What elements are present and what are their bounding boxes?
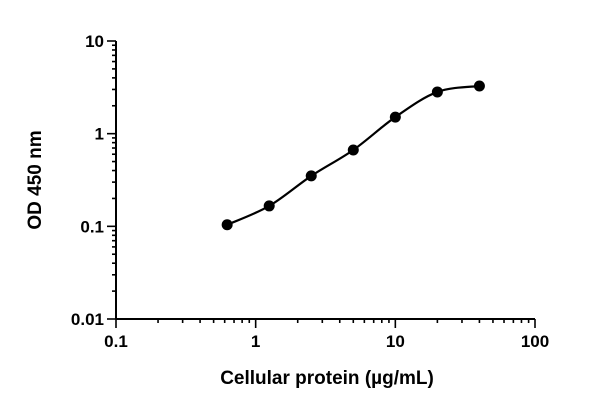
data-point xyxy=(473,80,485,92)
x-axis-title: Cellular protein (µg/mL) xyxy=(220,368,434,389)
y-axis-title: OD 450 nm xyxy=(25,130,46,229)
data-point xyxy=(305,170,317,182)
x-tick-label: 0.1 xyxy=(104,332,128,351)
y-tick-label: 10 xyxy=(85,32,104,51)
x-tick-label: 100 xyxy=(521,332,549,351)
data-point xyxy=(431,86,443,98)
data-points xyxy=(221,80,485,231)
data-point xyxy=(347,144,359,156)
x-tick-label: 10 xyxy=(386,332,405,351)
y-tick-label: 0.1 xyxy=(80,217,104,236)
data-point xyxy=(389,111,401,123)
x-axis: 0.1 1 10 100 xyxy=(104,318,549,351)
y-tick-label: 0.01 xyxy=(71,310,104,329)
y-axis: 0.01 0.1 1 10 xyxy=(71,32,117,329)
y-tick-label: 1 xyxy=(95,125,104,144)
data-point xyxy=(221,219,233,231)
data-point xyxy=(263,200,275,212)
x-tick-label: 1 xyxy=(251,332,260,351)
